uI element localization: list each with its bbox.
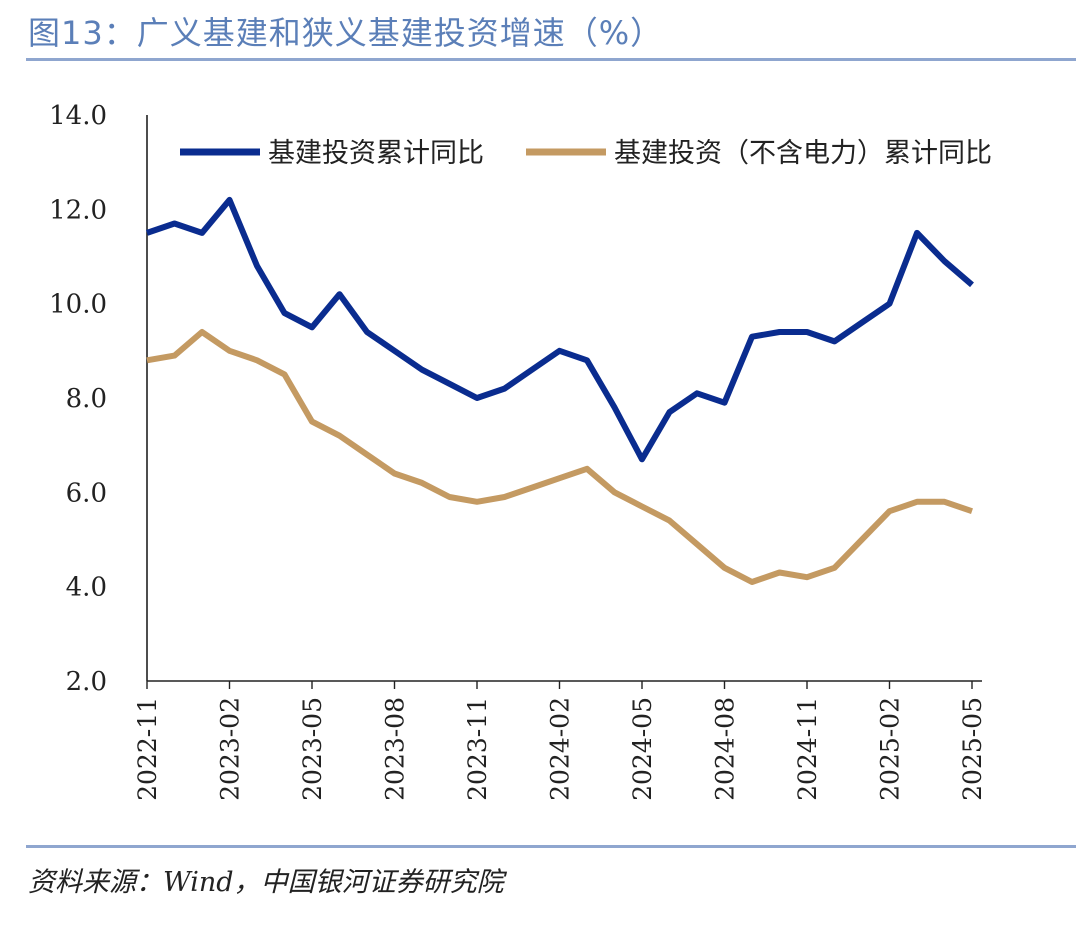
y-tick-label: 4.0: [66, 573, 107, 603]
x-tick-label: 2025-02: [876, 697, 905, 801]
y-tick-label: 14.0: [49, 101, 107, 131]
chart-series: [146, 196, 974, 585]
x-tick-label: 2024-08: [711, 697, 740, 801]
x-tick-label: 2023-02: [216, 697, 245, 801]
figure-title: 图13：广义基建和狭义基建投资增速（%）: [28, 14, 664, 52]
chart-axes: [146, 115, 982, 682]
x-tick-label: 2025-05: [958, 697, 987, 801]
x-tick-label: 2024-02: [546, 697, 575, 801]
bottom-divider: [26, 845, 1076, 848]
x-tick-label: 2023-05: [298, 697, 327, 801]
legend-label-1: 基建投资累计同比: [268, 138, 484, 169]
y-tick-label: 8.0: [66, 384, 107, 414]
source-note: 资料来源：Wind，中国银河证券研究院: [28, 867, 504, 898]
x-tick-label: 2022-11: [133, 697, 162, 801]
y-tick-label: 12.0: [49, 195, 107, 225]
x-tick-label: 2024-11: [793, 697, 822, 801]
y-tick-label: 10.0: [49, 290, 107, 320]
x-axis-ticks: 2022-11 2023-02 2023-05 2023-08 2023-11 2024-…: [133, 681, 987, 801]
x-tick-label: 2023-08: [381, 697, 410, 801]
x-tick-label: 2024-05: [628, 697, 657, 801]
y-tick-label: 2.0: [66, 667, 107, 697]
x-tick-label: 2023-11: [463, 697, 492, 801]
chart-legend: 基建投资累计同比 基建投资（不含电力）累计同比: [180, 138, 992, 169]
y-axis-ticks: 2.0 4.0 6.0 8.0 10.0 12.0 14.0: [49, 101, 107, 697]
legend-label-2: 基建投资（不含电力）累计同比: [614, 138, 992, 169]
series-line-1: [146, 196, 974, 463]
series-line-2: [146, 329, 973, 585]
top-divider: [26, 58, 1076, 61]
y-tick-label: 6.0: [66, 478, 107, 508]
